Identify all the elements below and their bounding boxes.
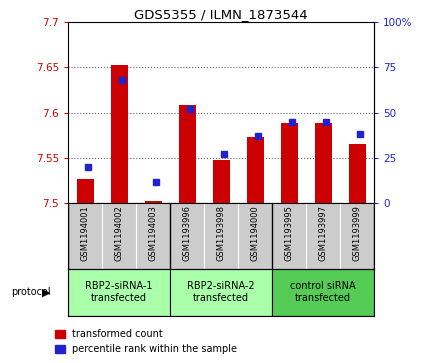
Text: GSM1194000: GSM1194000: [250, 205, 260, 261]
Text: GSM1194001: GSM1194001: [81, 205, 90, 261]
Text: ▶: ▶: [42, 287, 51, 297]
Text: GSM1194002: GSM1194002: [115, 205, 124, 261]
Text: RBP2-siRNA-1
transfected: RBP2-siRNA-1 transfected: [85, 281, 153, 303]
Bar: [179, 105, 196, 203]
Bar: [348, 144, 366, 203]
Bar: [246, 137, 264, 203]
Bar: [170, 269, 272, 316]
Bar: [213, 160, 230, 203]
Text: GSM1193997: GSM1193997: [319, 205, 327, 261]
Text: protocol: protocol: [11, 287, 51, 297]
Bar: [281, 123, 297, 203]
Text: RBP2-siRNA-2
transfected: RBP2-siRNA-2 transfected: [187, 281, 255, 303]
Bar: [77, 179, 94, 203]
Text: GSM1194003: GSM1194003: [149, 205, 158, 261]
Text: GSM1193995: GSM1193995: [285, 205, 293, 261]
Text: GSM1193996: GSM1193996: [183, 205, 192, 261]
Bar: [315, 123, 331, 203]
Bar: [68, 269, 170, 316]
Bar: [272, 269, 374, 316]
Legend: transformed count, percentile rank within the sample: transformed count, percentile rank withi…: [51, 326, 241, 358]
Text: control siRNA
transfected: control siRNA transfected: [290, 281, 356, 303]
Text: GSM1193998: GSM1193998: [216, 205, 226, 261]
Text: GSM1193999: GSM1193999: [352, 205, 362, 261]
Title: GDS5355 / ILMN_1873544: GDS5355 / ILMN_1873544: [134, 8, 308, 21]
Bar: [111, 65, 128, 203]
Bar: [145, 200, 161, 203]
